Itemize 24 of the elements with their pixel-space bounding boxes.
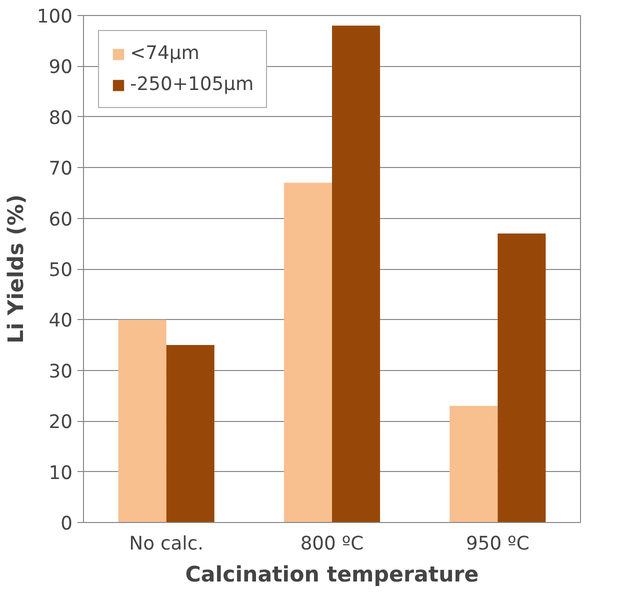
y-tick-label: 70 [48, 158, 73, 180]
bar [166, 345, 214, 522]
x-tick-label: No calc. [129, 534, 204, 554]
y-tick-label: 100 [36, 6, 72, 28]
bar [498, 234, 546, 522]
y-tick-label: 10 [48, 462, 73, 484]
bar [284, 182, 332, 522]
y-axis-title: Li Yields (%) [4, 194, 29, 344]
bar [118, 320, 166, 522]
bar [332, 26, 380, 522]
y-tick-label: 50 [48, 260, 73, 281]
y-tick-label: 90 [48, 57, 73, 78]
x-tick-label: 800 ºC [300, 534, 364, 554]
x-axis-title: Calcination temperature [185, 562, 479, 588]
legend-label: -250+105µm [130, 74, 254, 95]
y-tick-label: 40 [48, 310, 73, 332]
x-tick-label: 950 ºC [466, 534, 530, 554]
legend-label: <74µm [130, 43, 200, 64]
y-tick-label: 80 [48, 108, 73, 129]
y-tick-label: 60 [48, 209, 73, 230]
y-tick-label: 20 [48, 412, 73, 434]
y-tick-label: 30 [48, 361, 73, 382]
bar [450, 406, 498, 522]
y-tick-label: 0 [60, 514, 73, 534]
